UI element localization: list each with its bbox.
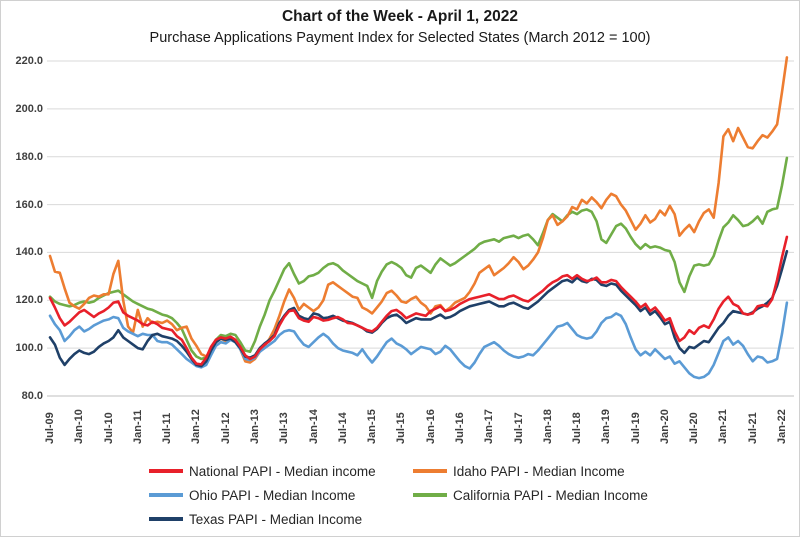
x-tick-label: Jul-09 <box>44 412 56 444</box>
legend-label: Ohio PAPI - Median Income <box>189 487 356 503</box>
x-tick-label: Jan-11 <box>132 409 144 444</box>
ohio-line-swatch <box>149 493 183 497</box>
y-tick-label: 80.0 <box>21 390 43 402</box>
legend-item-texas: Texas PAPI - Median Income <box>149 511 362 527</box>
x-tick-label: Jan-10 <box>73 409 85 444</box>
x-tick-label: Jul-20 <box>688 412 700 444</box>
x-tick-label: Jul-11 <box>161 412 173 444</box>
legend-label: Idaho PAPI - Median Income <box>453 463 625 479</box>
y-tick-label: 100.0 <box>15 342 43 354</box>
x-tick-label: Jan-19 <box>600 409 612 444</box>
x-tick-label: Jan-20 <box>659 409 671 444</box>
x-tick-label: Jan-21 <box>717 409 729 444</box>
series-line-ohio <box>48 301 789 380</box>
x-tick-label: Jan-14 <box>308 409 320 444</box>
legend-item-california: California PAPI - Median Income <box>413 487 648 503</box>
y-tick-label: 140.0 <box>15 246 43 258</box>
x-tick-label: Jul-19 <box>630 412 642 444</box>
legend-item-idaho: Idaho PAPI - Median Income <box>413 463 625 479</box>
legend-label: California PAPI - Median Income <box>453 487 648 503</box>
x-tick-label: Jan-15 <box>366 409 378 444</box>
x-tick-label: Jul-14 <box>337 412 349 444</box>
series-line-california <box>48 156 789 361</box>
x-tick-label: Jul-15 <box>395 412 407 444</box>
x-tick-label: Jan-18 <box>542 409 554 444</box>
x-tick-label: Jan-12 <box>190 409 202 444</box>
y-tick-label: 220.0 <box>15 55 43 67</box>
y-tick-label: 200.0 <box>15 103 43 115</box>
plot-area <box>47 56 794 397</box>
legend: National PAPI - Median income Idaho PAPI… <box>1 456 799 536</box>
x-tick-label: Jul-16 <box>454 412 466 444</box>
legend-item-ohio: Ohio PAPI - Median Income <box>149 487 355 503</box>
x-tick-label: Jan-13 <box>249 409 261 444</box>
series-line-idaho <box>48 56 789 364</box>
x-tick-label: Jan-22 <box>776 409 788 444</box>
x-tick-label: Jul-10 <box>103 412 115 444</box>
x-tick-label: Jan-17 <box>483 409 495 444</box>
legend-label: Texas PAPI - Median Income <box>189 511 363 527</box>
california-line-swatch <box>413 493 447 497</box>
legend-label: National PAPI - Median income <box>189 463 376 479</box>
y-tick-label: 120.0 <box>15 294 43 306</box>
x-tick-label: Jul-13 <box>278 412 290 444</box>
x-tick-label: Jul-17 <box>513 412 525 444</box>
x-tick-label: Jul-18 <box>571 412 583 444</box>
x-tick-label: Jul-12 <box>220 412 232 444</box>
x-tick-label: Jan-16 <box>425 409 437 444</box>
chart-subtitle: Purchase Applications Payment Index for … <box>149 30 651 46</box>
chart-title: Chart of the Week - April 1, 2022 <box>281 8 518 25</box>
series-line-texas <box>48 249 789 368</box>
national-line-swatch <box>149 469 183 473</box>
x-tick-label: Jul-21 <box>747 412 759 444</box>
texas-line-swatch <box>149 517 183 521</box>
y-tick-label: 160.0 <box>15 199 43 211</box>
series-line-national <box>48 235 789 366</box>
idaho-line-swatch <box>413 469 447 473</box>
y-tick-label: 180.0 <box>15 151 43 163</box>
legend-item-national: National PAPI - Median income <box>149 463 376 479</box>
